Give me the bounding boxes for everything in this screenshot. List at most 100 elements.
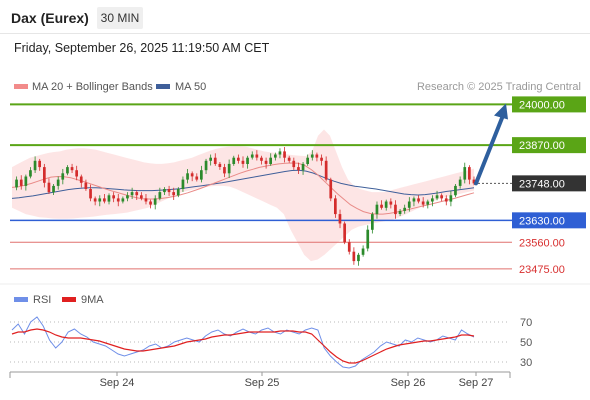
level-label: 24000.00 xyxy=(519,99,565,111)
candle-body xyxy=(324,160,328,180)
candle-body xyxy=(24,176,28,186)
candle-body xyxy=(426,201,430,205)
time-axis-label: Sep 26 xyxy=(391,377,426,389)
candle-body xyxy=(144,198,148,202)
level-label-box xyxy=(512,137,586,154)
candle-body xyxy=(103,198,106,202)
candle-body xyxy=(190,173,194,177)
candle-body xyxy=(66,167,69,174)
candle-body xyxy=(52,185,55,193)
candle-body xyxy=(361,248,365,255)
candle-body xyxy=(403,207,406,211)
candle-body xyxy=(407,201,411,208)
candle-body xyxy=(398,210,402,214)
instrument-title: Dax (Eurex) xyxy=(11,10,89,26)
candle-body xyxy=(320,157,323,161)
timeframe-selector[interactable]: 30 MIN xyxy=(97,7,143,29)
candle-body xyxy=(301,163,305,171)
legend-ma20-label: MA 20 + Bollinger Bands xyxy=(32,81,153,93)
candle-body xyxy=(112,195,115,199)
candlesticks xyxy=(15,147,476,266)
credit-label: Research © 2025 Trading Central xyxy=(417,81,581,93)
candle-body xyxy=(315,154,319,158)
candle-body xyxy=(329,179,333,199)
candle-body xyxy=(227,163,231,174)
candle-body xyxy=(200,170,203,180)
candle-body xyxy=(237,157,240,161)
candle-body xyxy=(47,182,51,193)
candle-body xyxy=(43,167,46,183)
candle-body xyxy=(130,192,134,196)
ma20-line xyxy=(11,162,475,215)
chart-datetime: Friday, September 26, 2025 11:19:50 AM C… xyxy=(14,41,270,55)
candle-body xyxy=(421,201,425,205)
candle-body xyxy=(366,229,370,249)
forecast-arrow-head xyxy=(494,103,508,120)
candle-body xyxy=(181,179,185,189)
candle-body xyxy=(440,195,443,199)
candle-body xyxy=(70,167,74,171)
candle-body xyxy=(389,201,393,205)
candle-body xyxy=(116,198,120,202)
candle-body xyxy=(121,198,125,202)
candle-body xyxy=(412,198,416,202)
candle-body xyxy=(89,189,92,199)
candle-body xyxy=(463,167,467,180)
candle-body xyxy=(79,176,83,183)
bollinger-band-area xyxy=(12,129,474,262)
level-label: 23748.00 xyxy=(519,178,565,190)
candle-body xyxy=(255,154,259,158)
candle-body xyxy=(260,157,263,161)
candle-body xyxy=(431,198,434,202)
candle-body xyxy=(444,198,448,202)
candle-body xyxy=(306,157,309,164)
candle-body xyxy=(33,160,37,171)
candle-body xyxy=(223,167,226,174)
legend-9ma-label: 9MA xyxy=(81,294,104,306)
candle-body xyxy=(167,189,171,193)
candle-body xyxy=(458,179,462,186)
candle-body xyxy=(98,198,102,202)
candle-body xyxy=(310,154,314,158)
candle-body xyxy=(61,173,65,180)
level-label-box xyxy=(512,212,586,229)
chart-header: Dax (Eurex) 30 MIN xyxy=(0,0,590,34)
ma50-line xyxy=(11,169,475,199)
candle-body xyxy=(246,157,249,164)
level-labels: 24000.00 23870.00 23748.00 23630.00 23560.00… xyxy=(512,96,586,276)
legend-rsi-label: RSI xyxy=(33,294,51,306)
header-divider xyxy=(0,33,590,34)
candle-body xyxy=(283,151,286,158)
candle-body xyxy=(274,154,277,158)
candle-body xyxy=(417,198,420,202)
candle-body xyxy=(250,154,254,158)
candle-body xyxy=(264,160,268,164)
candle-body xyxy=(84,182,88,189)
candle-body xyxy=(468,167,471,180)
candle-body xyxy=(163,189,166,193)
candle-body xyxy=(334,198,337,215)
candle-body xyxy=(38,160,41,168)
candle-body xyxy=(176,189,180,196)
rsi-series-line xyxy=(11,328,475,364)
candle-body xyxy=(352,251,356,262)
candle-body xyxy=(380,204,383,208)
candle-body xyxy=(435,195,439,199)
candle-body xyxy=(449,195,453,202)
candle-body xyxy=(209,157,212,161)
candle-body xyxy=(204,160,208,171)
moving-averages xyxy=(11,162,475,215)
candle-body xyxy=(232,157,236,164)
level-label-box xyxy=(512,96,586,113)
candle-body xyxy=(218,163,222,167)
candle-body xyxy=(15,179,18,188)
candle-body xyxy=(149,201,152,205)
candle-body xyxy=(241,160,245,164)
candle-body xyxy=(347,242,351,252)
time-axis-label: Sep 25 xyxy=(245,377,280,389)
candle-body xyxy=(75,170,78,177)
candle-body xyxy=(278,151,282,155)
time-axis-label: Sep 24 xyxy=(100,377,135,389)
forecast-arrow-shaft xyxy=(474,113,505,186)
